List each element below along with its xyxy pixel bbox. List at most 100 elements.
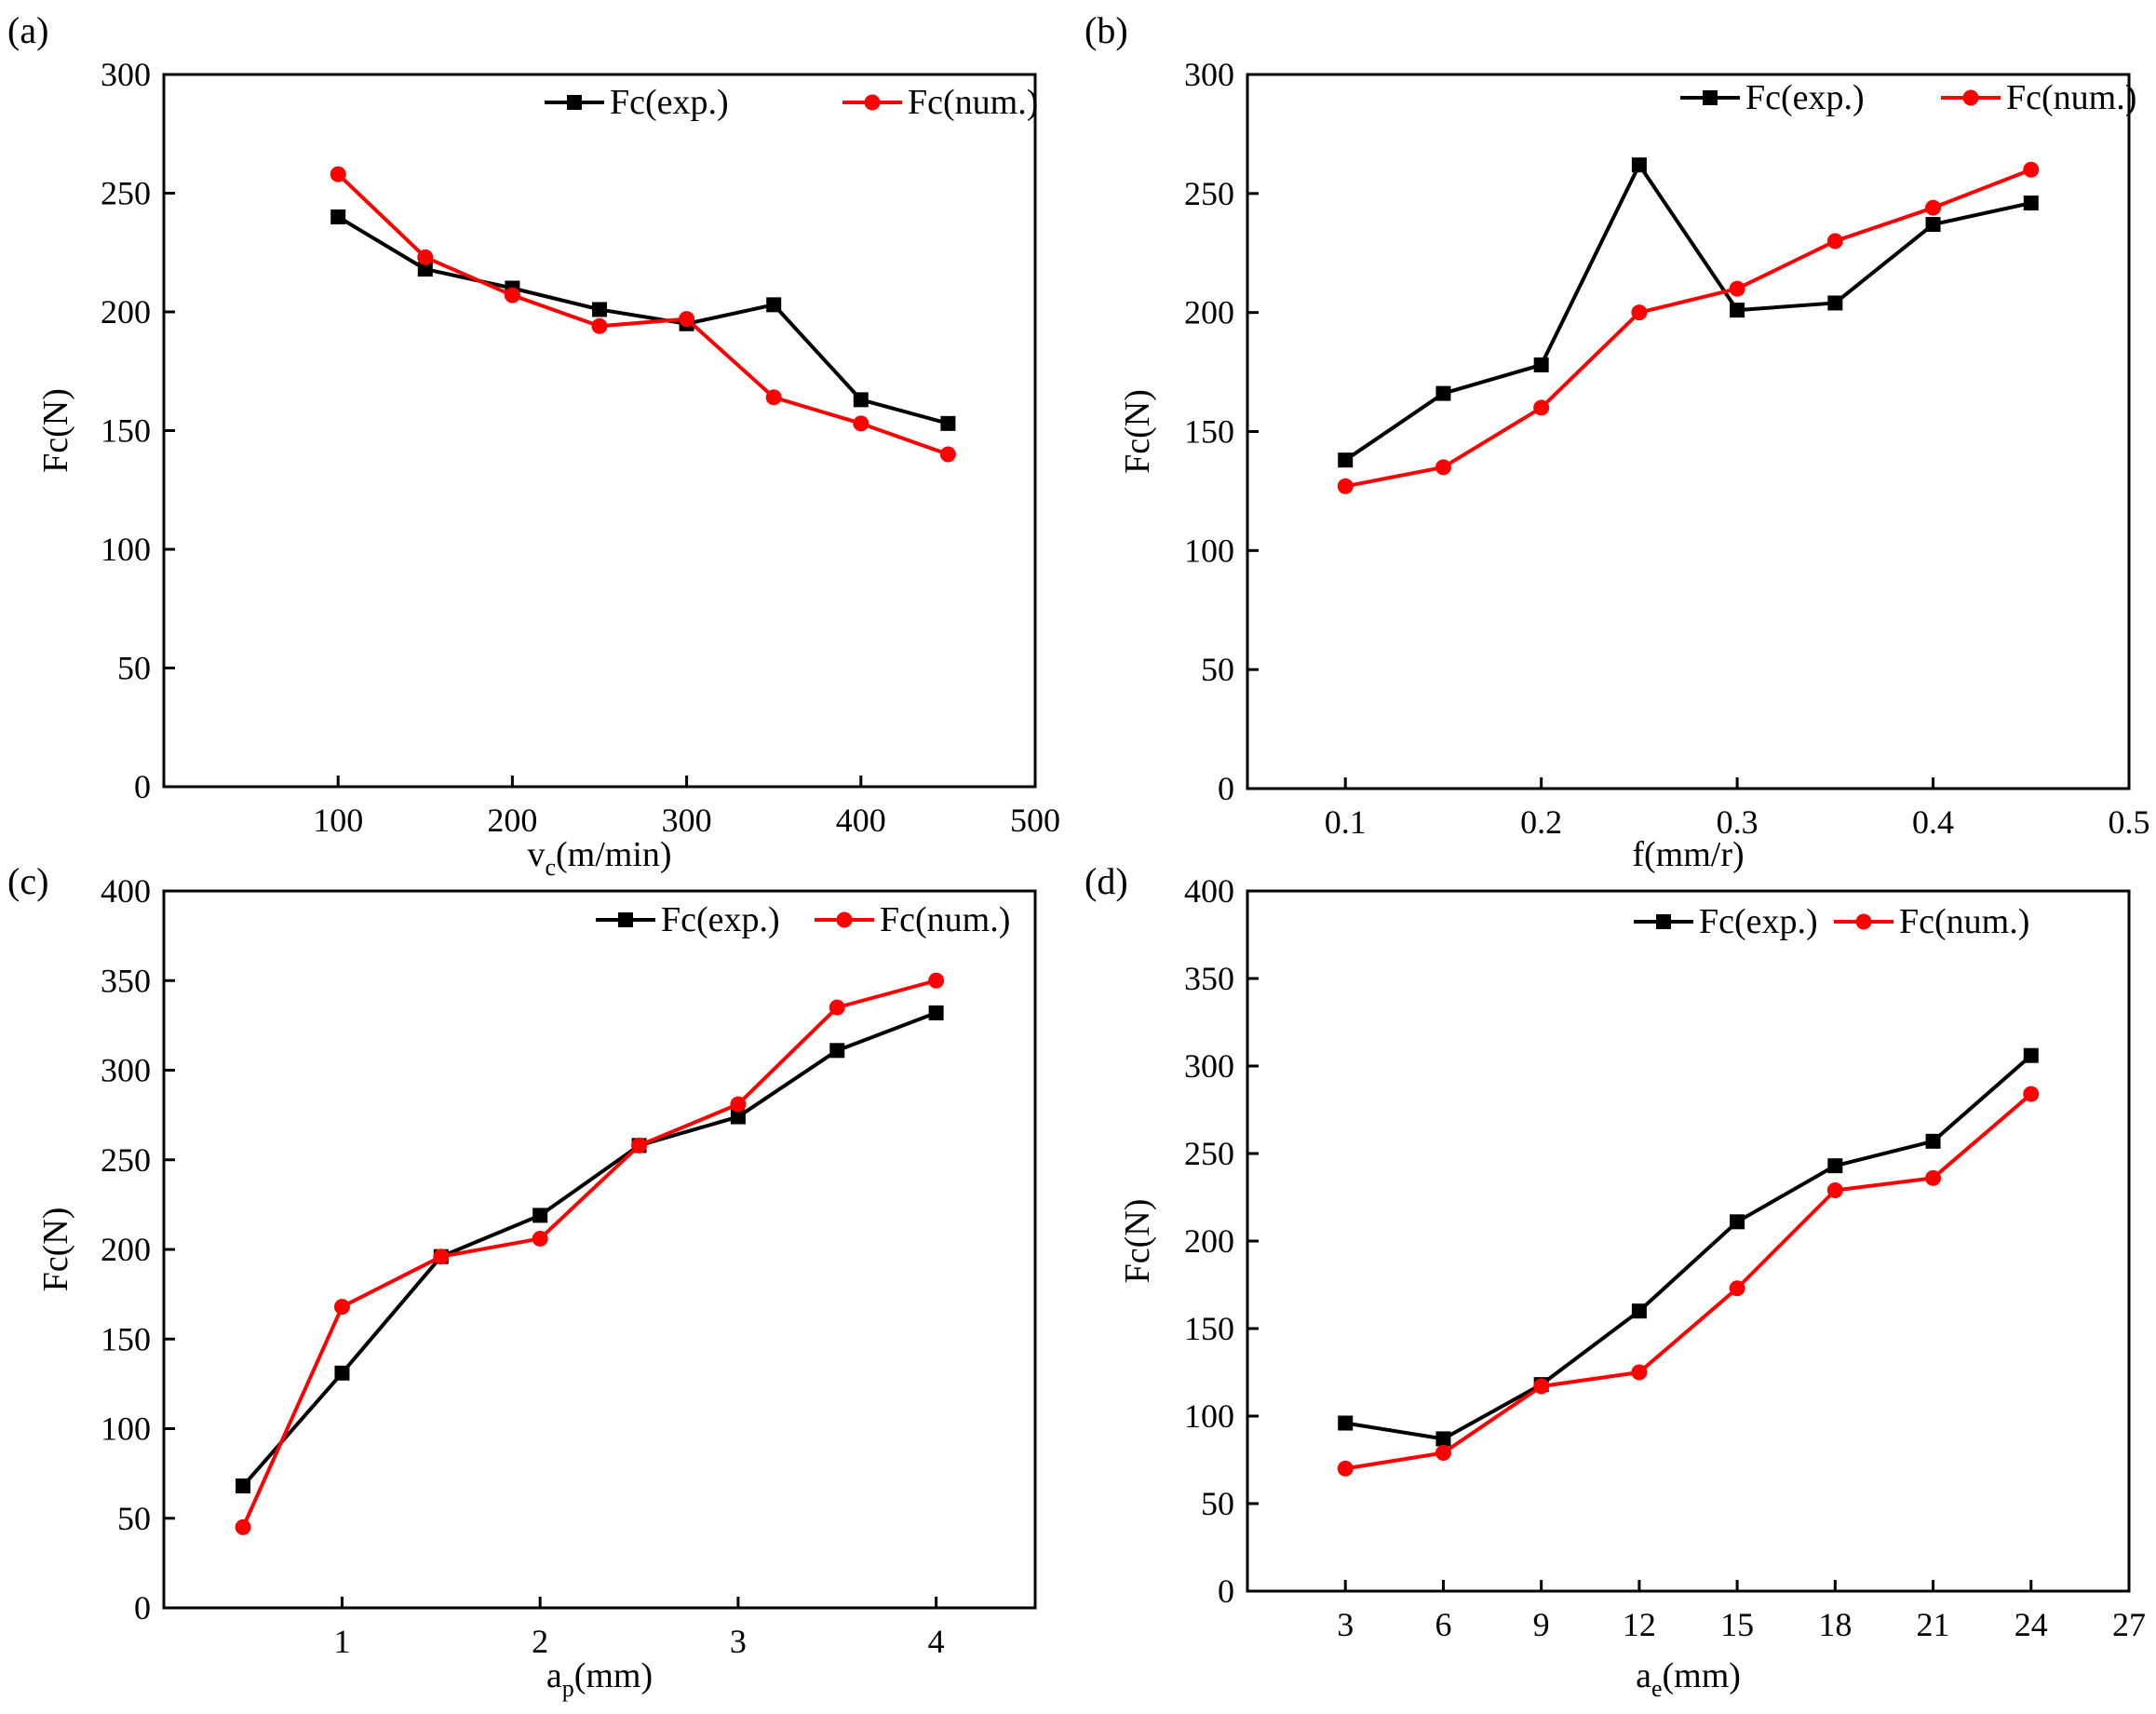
legend: Fc(exp.) Fc(num.) bbox=[545, 83, 1038, 122]
data-point-num bbox=[2023, 1086, 2040, 1102]
legend-marker-num bbox=[864, 94, 881, 111]
series-line-num bbox=[1344, 1092, 2033, 1471]
x-tick-label: 2 bbox=[532, 1623, 548, 1660]
x-tick-label: 4 bbox=[928, 1623, 945, 1660]
data-point-exp bbox=[1338, 452, 1354, 468]
data-point-exp bbox=[2023, 196, 2039, 211]
y-tick-label: 200 bbox=[101, 1231, 151, 1268]
data-point-exp bbox=[1730, 303, 1745, 318]
y-axis-label: Fc(N) bbox=[36, 1208, 75, 1292]
data-point-exp bbox=[1730, 1214, 1745, 1230]
data-point-num bbox=[631, 1137, 648, 1154]
series-line-num bbox=[1344, 168, 2032, 489]
legend-marker-exp bbox=[567, 95, 582, 110]
data-point-exp bbox=[766, 297, 782, 313]
y-tick-label: 250 bbox=[101, 175, 151, 212]
data-point-num bbox=[330, 166, 346, 182]
legend-marker-num bbox=[1855, 913, 1872, 930]
data-point-num bbox=[1826, 233, 1843, 250]
y-axis-label: Fc(N) bbox=[36, 388, 75, 473]
series-line-exp bbox=[1344, 1054, 2033, 1441]
x-tick-label: 21 bbox=[1917, 1606, 1950, 1643]
x-tick-label: 9 bbox=[1533, 1606, 1550, 1643]
legend: Fc(exp.) Fc(num.) bbox=[1680, 78, 2136, 117]
data-point-num bbox=[1533, 399, 1550, 416]
chart-panel-a: (a) 0 50 100 150 200 250 300 100 200 300 400 500 Fc(N… bbox=[7, 9, 1060, 881]
data-point-exp bbox=[1827, 295, 1843, 311]
y-tick-label: 50 bbox=[117, 1500, 151, 1537]
y-tick-label: 150 bbox=[1184, 1310, 1234, 1347]
data-point-exp bbox=[829, 1043, 845, 1059]
data-point-num bbox=[1435, 1444, 1451, 1461]
x-axis-label-main: a bbox=[1636, 1656, 1651, 1695]
x-tick-label: 15 bbox=[1720, 1606, 1754, 1643]
data-point-exp bbox=[2023, 1047, 2039, 1063]
y-tick-label: 50 bbox=[117, 650, 151, 687]
y-tick-label: 100 bbox=[101, 1410, 151, 1448]
data-point-exp bbox=[1925, 217, 1941, 233]
data-point-exp bbox=[1533, 357, 1549, 372]
y-tick-label: 200 bbox=[1184, 294, 1234, 331]
plot-frame bbox=[1246, 889, 2131, 1593]
data-point-exp bbox=[592, 302, 607, 317]
y-tick-label: 0 bbox=[134, 768, 151, 805]
legend-label-exp: Fc(exp.) bbox=[1699, 902, 1818, 941]
y-tick-label: 150 bbox=[1184, 413, 1234, 451]
y-tick-label: 100 bbox=[101, 531, 151, 568]
x-axis-label-tail: (m/min) bbox=[556, 835, 672, 874]
data-point-num bbox=[235, 1518, 251, 1535]
data-point-exp bbox=[417, 262, 433, 277]
x-tick-label: 1 bbox=[333, 1623, 350, 1660]
data-point-num bbox=[1337, 478, 1354, 494]
data-point-exp bbox=[853, 392, 869, 408]
panel-label: (d) bbox=[1085, 860, 1128, 902]
y-tick-label: 150 bbox=[101, 412, 151, 450]
x-axis-label: f(mm/r) bbox=[1632, 835, 1744, 874]
y-tick-label: 250 bbox=[1184, 1135, 1234, 1172]
data-point-num bbox=[333, 1299, 350, 1316]
data-point-num bbox=[1925, 199, 1942, 216]
chart-panel-d: (d) 0 50 100 150 200 250 300 350 400 3 6 9 12 15 18 21 24… bbox=[1085, 860, 2146, 1702]
x-tick-label: 12 bbox=[1623, 1606, 1656, 1643]
data-point-exp bbox=[1435, 385, 1451, 401]
x-tick-label: 400 bbox=[836, 802, 886, 839]
legend: Fc(exp.) Fc(num.) bbox=[596, 900, 1010, 939]
plot-frame bbox=[162, 73, 1037, 789]
data-point-num bbox=[532, 1230, 548, 1247]
data-point-num bbox=[928, 972, 945, 989]
series-line-exp bbox=[337, 215, 949, 425]
data-point-num bbox=[1631, 1364, 1648, 1381]
y-tick-label: 50 bbox=[1201, 1485, 1234, 1522]
chart-panel-b: (b) 0 50 100 150 200 250 300 0.1 0.2 0.3 0.4 0.5 Fc(N… bbox=[1085, 9, 2150, 874]
y-tick-label: 200 bbox=[1184, 1222, 1234, 1260]
legend-marker-exp bbox=[1656, 914, 1671, 929]
data-point-num bbox=[765, 389, 782, 406]
data-point-num bbox=[679, 311, 695, 328]
x-axis-label-sub: p bbox=[562, 1675, 574, 1702]
data-point-num bbox=[1337, 1460, 1354, 1477]
y-tick-label: 100 bbox=[1184, 1397, 1234, 1435]
y-tick-label: 250 bbox=[101, 1141, 151, 1179]
legend-label-exp: Fc(exp.) bbox=[1745, 78, 1865, 117]
data-point-num bbox=[417, 249, 434, 265]
x-tick-label: 3 bbox=[1337, 1606, 1354, 1643]
data-point-num bbox=[829, 999, 845, 1016]
x-tick-label: 27 bbox=[2112, 1606, 2146, 1643]
panel-label: (b) bbox=[1085, 9, 1128, 51]
x-tick-label: 500 bbox=[1010, 802, 1060, 839]
x-axis-label-sub: e bbox=[1651, 1675, 1663, 1702]
data-point-exp bbox=[1631, 1303, 1647, 1319]
x-tick-label: 200 bbox=[487, 802, 537, 839]
legend-marker-num bbox=[836, 911, 853, 928]
x-axis-label: ap(mm) bbox=[546, 1656, 653, 1702]
data-point-exp bbox=[334, 1365, 350, 1381]
x-tick-label: 0.4 bbox=[1912, 803, 1954, 841]
x-tick-label: 6 bbox=[1435, 1606, 1451, 1643]
y-tick-label: 0 bbox=[134, 1589, 151, 1626]
x-tick-label: 18 bbox=[1818, 1606, 1852, 1643]
y-tick-label: 350 bbox=[1184, 960, 1234, 997]
data-point-exp bbox=[330, 209, 346, 224]
x-axis-label-main: a bbox=[546, 1656, 562, 1695]
x-axis-label-sub: c bbox=[545, 854, 556, 881]
